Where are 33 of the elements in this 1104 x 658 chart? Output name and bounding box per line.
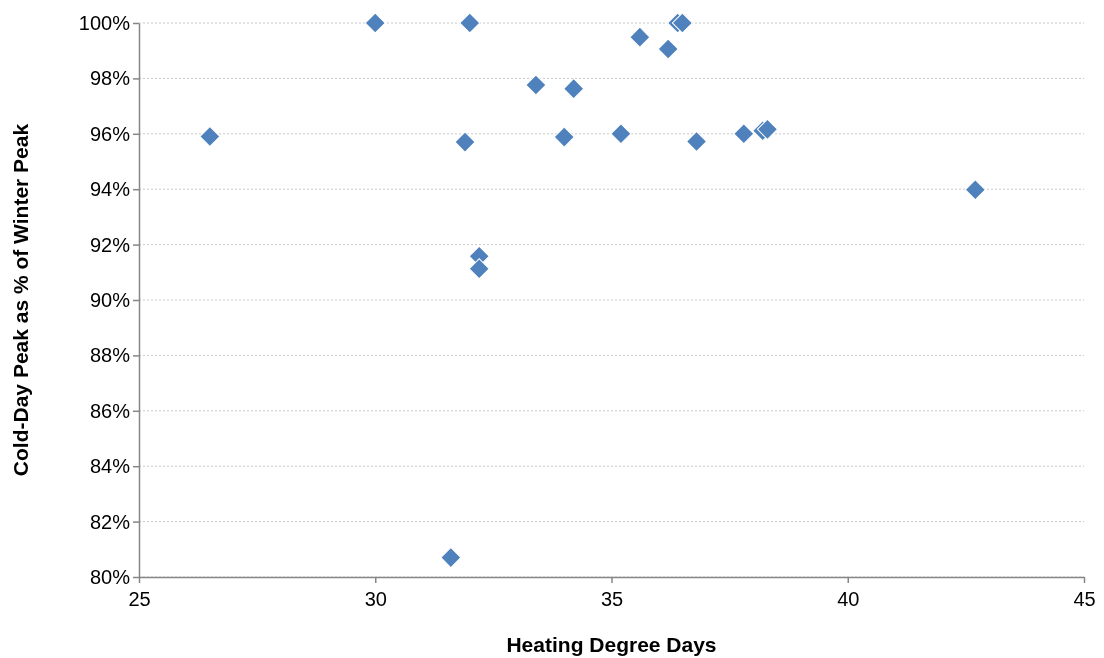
point xyxy=(459,12,481,34)
point xyxy=(964,179,986,201)
point xyxy=(199,126,221,148)
x-tick-label: 25 xyxy=(128,588,151,610)
y-tick-label: 80% xyxy=(89,565,131,588)
x-axis-title: Heating Degree Days xyxy=(506,633,717,656)
y-tick-label: 92% xyxy=(89,233,131,256)
point xyxy=(454,131,476,153)
point xyxy=(629,26,651,48)
y-tick-label: 96% xyxy=(89,122,131,145)
y-tick-label: 90% xyxy=(89,288,131,311)
point xyxy=(468,258,490,280)
y-tick-label: 100% xyxy=(78,11,131,34)
point xyxy=(686,131,708,153)
y-tick-label: 82% xyxy=(89,510,131,533)
y-tick-label: 98% xyxy=(89,67,131,90)
point xyxy=(553,126,575,148)
x-tick-label: 35 xyxy=(600,588,624,610)
point xyxy=(657,38,679,60)
point xyxy=(525,74,547,96)
y-tick-label: 94% xyxy=(89,178,131,201)
point xyxy=(364,12,386,34)
x-tick-label: 40 xyxy=(837,588,860,610)
point xyxy=(440,547,462,569)
x-tick-label: 30 xyxy=(364,588,387,610)
y-tick-label: 88% xyxy=(89,344,131,367)
x-tick-label: 45 xyxy=(1073,588,1096,610)
point xyxy=(610,123,632,145)
y-tick-label: 84% xyxy=(89,455,131,478)
point xyxy=(563,78,585,100)
y-tick-label: 86% xyxy=(89,399,131,422)
y-axis-title: Cold-Day Peak as % of Winter Peak xyxy=(9,123,32,477)
point xyxy=(733,123,755,145)
